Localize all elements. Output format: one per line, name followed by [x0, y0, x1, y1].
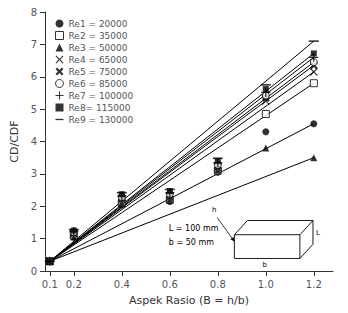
svg-text:7: 7 [31, 39, 37, 50]
svg-text:Re7 = 100000: Re7 = 100000 [69, 91, 134, 101]
svg-text:0.6: 0.6 [162, 279, 178, 290]
svg-text:CD/CDF: CD/CDF [8, 120, 21, 162]
svg-text:2: 2 [31, 201, 37, 212]
svg-text:L: L [316, 229, 320, 237]
svg-text:0.2: 0.2 [66, 279, 82, 290]
svg-text:1.0: 1.0 [258, 279, 274, 290]
svg-text:6: 6 [31, 71, 37, 82]
svg-text:Aspek Rasio (B = h/b): Aspek Rasio (B = h/b) [129, 294, 249, 307]
svg-text:Re6 = 85000: Re6 = 85000 [69, 79, 128, 89]
svg-text:Re1 = 20000: Re1 = 20000 [69, 19, 128, 29]
svg-text:b = 50 mm: b = 50 mm [169, 238, 214, 247]
svg-text:h: h [212, 206, 216, 214]
svg-text:Re4 = 65000: Re4 = 65000 [69, 55, 128, 65]
svg-text:1.2: 1.2 [306, 279, 322, 290]
svg-text:0.4: 0.4 [114, 279, 130, 290]
svg-text:Re2 = 35000: Re2 = 35000 [69, 31, 128, 41]
svg-text:8: 8 [31, 7, 37, 18]
svg-text:Re8= 115000: Re8= 115000 [69, 103, 131, 113]
svg-text:Re5 = 75000: Re5 = 75000 [69, 67, 128, 77]
svg-text:b: b [262, 261, 267, 269]
svg-text:1: 1 [31, 233, 37, 244]
svg-text:0.8: 0.8 [210, 279, 226, 290]
svg-text:L = 100 mm: L = 100 mm [169, 224, 219, 233]
svg-text:5: 5 [31, 104, 37, 115]
svg-text:4: 4 [31, 136, 37, 147]
svg-text:Re3 = 50000: Re3 = 50000 [69, 43, 128, 53]
svg-text:3: 3 [31, 168, 37, 179]
svg-text:Re9 = 130000: Re9 = 130000 [69, 115, 134, 125]
svg-text:0.1: 0.1 [42, 279, 58, 290]
svg-text:0: 0 [31, 266, 37, 277]
